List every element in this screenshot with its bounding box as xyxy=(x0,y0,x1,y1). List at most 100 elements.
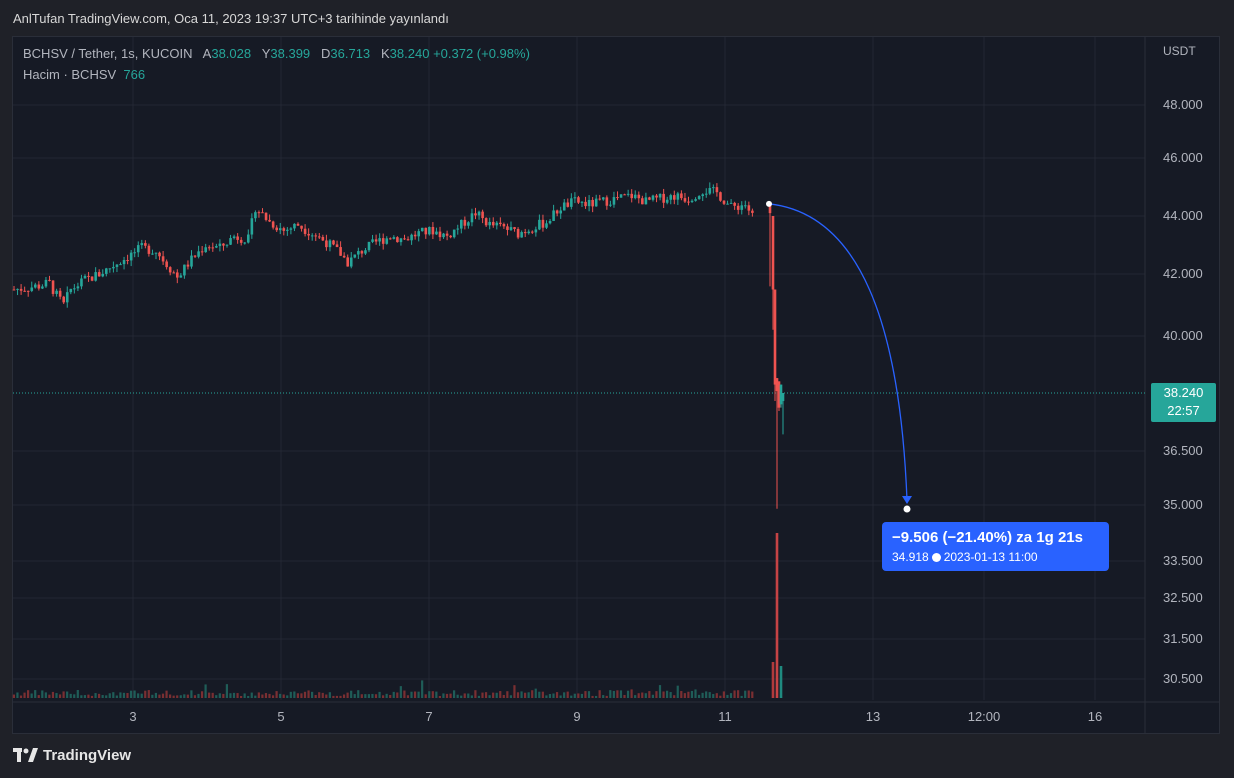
candle xyxy=(413,234,417,237)
volume-bar xyxy=(389,694,392,698)
candle xyxy=(268,219,271,222)
volume-bar xyxy=(673,695,676,698)
candle xyxy=(381,238,385,244)
candle xyxy=(90,276,94,281)
volume-bar xyxy=(463,693,466,698)
candle xyxy=(484,218,488,226)
candle xyxy=(773,289,777,385)
volume-bar xyxy=(445,693,449,698)
candle xyxy=(19,288,23,291)
time-tick-label: 5 xyxy=(277,709,284,724)
candle xyxy=(69,288,73,293)
candle xyxy=(658,193,662,198)
volume-bar xyxy=(119,692,122,698)
volume-bar xyxy=(509,695,512,698)
symbol-name[interactable]: BCHSV / Tether, 1s, KUCOIN xyxy=(23,46,193,61)
volume-bar xyxy=(176,695,179,698)
volume-bar xyxy=(477,695,481,698)
candle xyxy=(215,246,218,248)
volume-bar xyxy=(144,690,147,698)
volume-bar xyxy=(733,690,736,698)
candle xyxy=(452,229,456,238)
candle xyxy=(190,255,193,267)
candle xyxy=(119,264,122,266)
volume-bar xyxy=(307,690,310,698)
volume-bar xyxy=(495,692,498,698)
volume-bar xyxy=(385,693,388,698)
volume-bar xyxy=(701,692,704,698)
candle xyxy=(168,267,172,273)
chart-pane[interactable] xyxy=(12,36,1220,734)
candle xyxy=(364,250,367,254)
candle xyxy=(300,225,303,229)
volume-bar xyxy=(126,693,129,698)
volume-bar xyxy=(552,693,555,698)
candle xyxy=(619,194,623,198)
candle xyxy=(332,240,335,245)
candle xyxy=(229,238,232,245)
volume-bar xyxy=(392,691,395,698)
volume-bar xyxy=(658,685,662,698)
candle xyxy=(23,290,26,292)
volume-bar xyxy=(740,695,743,698)
candle xyxy=(545,223,548,228)
candle xyxy=(44,279,48,287)
candle xyxy=(186,264,190,267)
candle xyxy=(577,197,580,203)
volume-bar xyxy=(208,692,211,698)
volume-bar xyxy=(598,690,601,698)
volume-bar xyxy=(548,694,552,698)
volume-bar xyxy=(559,695,562,698)
volume-bar xyxy=(108,693,111,698)
volume-bar xyxy=(623,694,626,698)
candle xyxy=(633,194,637,199)
tradingview-logo[interactable]: TradingView xyxy=(13,747,131,764)
candle xyxy=(346,257,349,267)
volume-bar xyxy=(747,690,750,698)
last-price-label: 38.240 22:57 xyxy=(1151,383,1216,422)
projection-price: 34.918 xyxy=(892,550,929,564)
volume-bar xyxy=(30,693,33,698)
candle xyxy=(154,252,158,254)
candle xyxy=(144,243,147,246)
candle xyxy=(744,205,747,207)
candle xyxy=(158,252,161,257)
candle xyxy=(474,213,477,216)
candle xyxy=(328,240,332,248)
volume-bar xyxy=(531,690,534,698)
price-axis-unit: USDT xyxy=(1163,44,1196,58)
volume-bar xyxy=(456,694,459,698)
projection-callout[interactable]: −9.506 (−21.40%) za 1g 21s 34.918 2023-01… xyxy=(882,522,1109,571)
volume-bar xyxy=(644,693,647,698)
volume-bar xyxy=(271,695,275,698)
volume-bar xyxy=(655,691,658,698)
candle xyxy=(562,202,566,211)
volume-bar xyxy=(364,694,367,698)
volume-bar xyxy=(193,695,197,698)
volume-bar xyxy=(726,694,729,698)
volume-bar xyxy=(279,693,282,698)
volume-bar xyxy=(467,693,470,698)
candle xyxy=(651,195,655,200)
volume-bar xyxy=(712,694,715,698)
candle xyxy=(161,256,165,262)
price-tick-label: 46.000 xyxy=(1163,150,1203,165)
candle xyxy=(396,237,399,243)
candle xyxy=(271,221,275,228)
volume-bar xyxy=(318,692,321,698)
volume-bar xyxy=(300,693,303,698)
candle xyxy=(392,237,396,239)
candle xyxy=(538,219,541,230)
candle xyxy=(534,229,538,233)
candle xyxy=(673,195,676,200)
time-tick-label: 11 xyxy=(718,709,732,724)
volume-bar xyxy=(502,694,505,698)
price-tick-label: 30.500 xyxy=(1163,671,1203,686)
volume-label[interactable]: Hacim · BCHSV xyxy=(23,67,117,82)
volume-bar xyxy=(55,693,58,698)
candle xyxy=(140,243,144,246)
volume-bar xyxy=(197,693,200,698)
candle xyxy=(499,222,502,225)
candle xyxy=(460,219,463,229)
